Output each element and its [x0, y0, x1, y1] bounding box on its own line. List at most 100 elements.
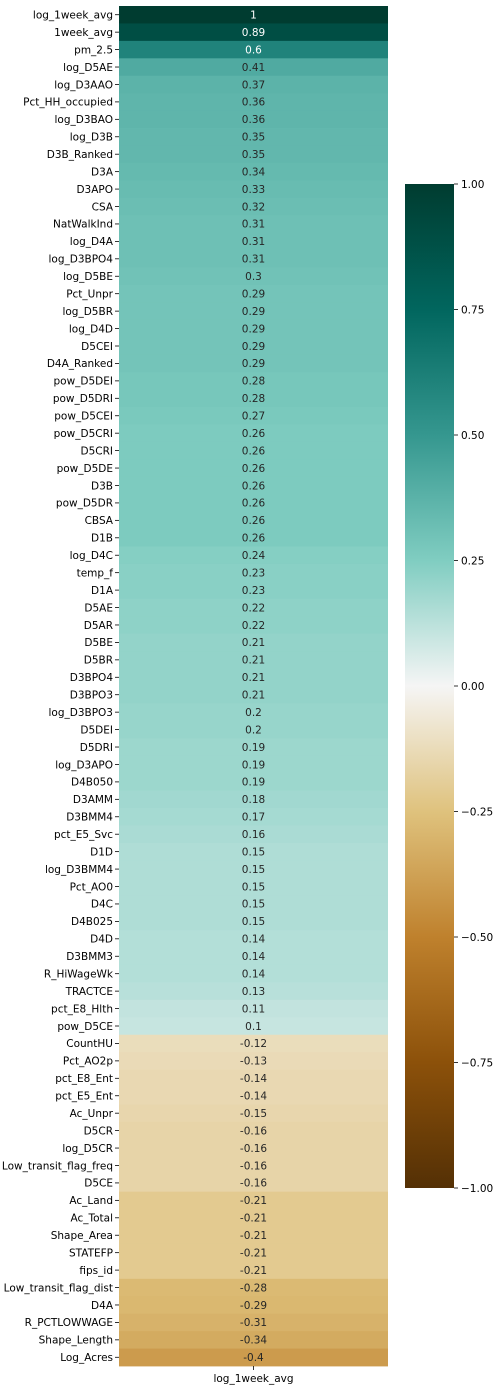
row-label: D3BMM4	[66, 812, 113, 824]
row-label: D3APO	[76, 184, 113, 196]
row-label: D5CR	[84, 1125, 113, 1137]
row-label: D3B	[91, 480, 113, 492]
cell-value-label: -0.31	[240, 1317, 267, 1329]
heatmap-cell	[119, 1139, 388, 1158]
row-label: pow_D5DEI	[53, 376, 113, 388]
cell-value-label: 0.16	[242, 829, 266, 841]
cell-value-label: -0.16	[240, 1143, 267, 1155]
cell-value-label: 0.26	[242, 515, 266, 527]
heatmap-cell	[119, 1313, 388, 1332]
cell-value-label: 0.15	[242, 864, 265, 876]
heatmap-cell	[119, 6, 388, 24]
heatmap-cell	[119, 372, 388, 390]
cell-value-label: 0.19	[242, 759, 265, 771]
heatmap-cell	[119, 232, 388, 251]
row-label: log_D3BPO4	[48, 254, 113, 266]
cell-value-label: 0.15	[242, 881, 265, 893]
row-label: pct_E5_Svc	[54, 829, 113, 841]
row-label: Pct_HH_occupied	[23, 97, 113, 109]
cell-value-label: 0.26	[242, 428, 266, 440]
heatmap-cell	[119, 860, 388, 879]
cell-value-label: -0.16	[240, 1125, 267, 1137]
heatmap-cell	[119, 267, 388, 286]
row-label: Ac_Total	[70, 1213, 113, 1225]
row-label: log_D5BR	[62, 306, 113, 318]
heatmap-cell	[119, 720, 388, 739]
heatmap-cell	[119, 651, 388, 669]
row-label: D5CRI	[81, 445, 114, 457]
cell-value-label: 0.36	[242, 97, 266, 109]
row-label: STATEFP	[69, 1247, 113, 1259]
colorbar-tick-label: −0.25	[461, 806, 493, 818]
cell-value-label: -0.4	[243, 1352, 264, 1364]
heatmap-cell	[119, 964, 388, 983]
heatmap-cell	[119, 877, 388, 896]
cell-value-label: 0.29	[242, 323, 265, 335]
cell-value-label: -0.12	[240, 1038, 267, 1050]
cell-value-label: 0.31	[242, 219, 265, 231]
heatmap-cell	[119, 197, 388, 216]
cell-value-label: 0.26	[242, 533, 266, 545]
colorbar-tick-label: −1.00	[461, 1183, 493, 1195]
colorbar-tick-label: −0.75	[461, 1057, 493, 1069]
row-label: Low_transit_flag_dist	[4, 1282, 113, 1294]
cell-value-label: 0.22	[242, 602, 265, 614]
cell-value-label: 0.89	[242, 27, 265, 39]
row-label: pm_2.5	[74, 44, 113, 56]
row-label: temp_f	[77, 567, 114, 579]
cell-value-label: 0.26	[242, 498, 266, 510]
heatmap-cell	[119, 1331, 388, 1349]
cell-value-label: 0.24	[242, 550, 266, 562]
heatmap-cell	[119, 703, 388, 722]
cell-value-label: 0.22	[242, 620, 265, 632]
row-label: D5DEI	[80, 724, 113, 736]
cell-value-label: -0.16	[240, 1160, 267, 1172]
heatmap-cell	[119, 1226, 388, 1245]
row-label: log_D3AAO	[54, 79, 113, 91]
row-label: log_D3APO	[55, 759, 113, 771]
heatmap-cell	[119, 58, 388, 77]
heatmap-cell	[119, 1348, 388, 1367]
row-label: pct_E5_Ent	[55, 1091, 113, 1103]
cell-value-label: 0.27	[242, 411, 265, 423]
row-label: log_D4D	[69, 323, 113, 335]
row-label: Shape_Length	[39, 1335, 113, 1347]
heatmap-cell	[119, 319, 388, 338]
row-label: CBSA	[85, 515, 114, 527]
colorbar-gradient	[405, 184, 454, 1188]
heatmap-cell	[119, 1069, 388, 1088]
heatmap-cell	[119, 128, 388, 146]
cell-value-label: 0.15	[242, 846, 265, 858]
row-labels: log_1week_avg 1week_avg pm_2.5 log_D5AE log_…	[2, 10, 119, 1364]
heatmap-cell	[119, 284, 388, 303]
row-label: log_1week_avg	[33, 10, 113, 22]
cell-value-label: 0.21	[242, 637, 265, 649]
row-label: D3B_Ranked	[47, 149, 113, 161]
cell-value-label: 0.21	[242, 672, 265, 684]
row-label: CountHU	[66, 1038, 113, 1050]
cell-value-label: -0.34	[240, 1335, 267, 1347]
row-label: D3BMM3	[66, 951, 113, 963]
row-label: log_D3BPO3	[48, 707, 113, 719]
heatmap-cell	[119, 1191, 388, 1210]
row-label: NatWalkInd	[53, 219, 113, 231]
cell-value-label: 0.18	[242, 794, 265, 806]
row-label: pow_D5CEI	[54, 411, 113, 423]
heatmap-cell	[119, 808, 388, 826]
row-label: pct_E8_Ent	[55, 1073, 113, 1085]
row-label: R_PCTLOWWAGE	[25, 1317, 113, 1329]
row-label: D4A_Ranked	[47, 358, 113, 370]
row-label: Ac_Land	[69, 1195, 113, 1207]
heatmap-cell	[119, 738, 388, 757]
cell-value-label: 0.6	[245, 44, 262, 56]
heatmap-cell	[119, 1052, 388, 1070]
row-label: log_D3B	[70, 132, 113, 144]
cell-value-label: 0.13	[242, 986, 265, 998]
heatmap-cell	[119, 180, 388, 199]
cell-value-label: -0.14	[240, 1091, 267, 1103]
heatmap-cell	[119, 302, 388, 321]
cell-value-label: 0.2	[245, 724, 262, 736]
row-label: R_HiWageWk	[44, 968, 114, 980]
row-label: D5CE	[84, 1178, 113, 1190]
